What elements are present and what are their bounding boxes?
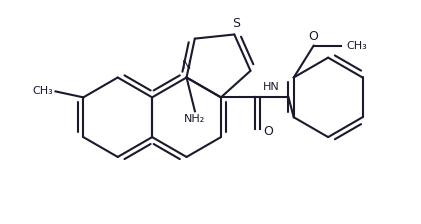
Text: N: N (182, 59, 191, 72)
Text: O: O (263, 125, 273, 138)
Text: HN: HN (263, 82, 280, 92)
Text: O: O (309, 30, 319, 43)
Text: NH₂: NH₂ (184, 114, 205, 124)
Text: CH₃: CH₃ (33, 86, 53, 96)
Text: S: S (232, 17, 240, 30)
Text: CH₃: CH₃ (346, 41, 368, 51)
